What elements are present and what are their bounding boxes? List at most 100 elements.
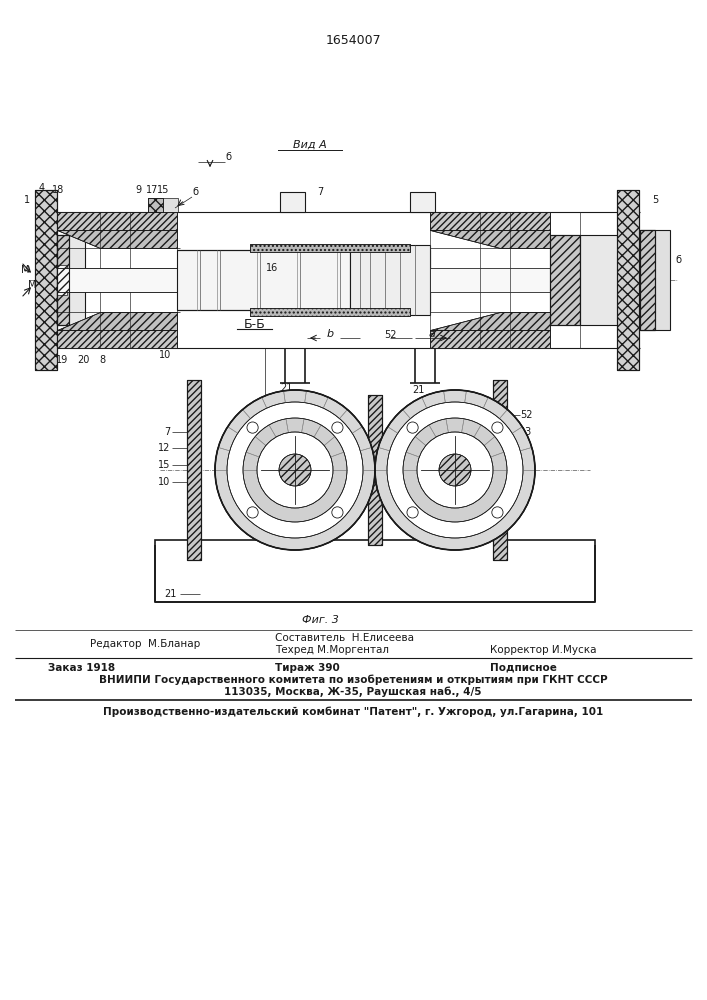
Text: Корректор И.Муска: Корректор И.Муска — [490, 645, 597, 655]
Bar — [493, 380, 507, 560]
Text: М: М — [28, 280, 36, 290]
Text: ВНИИПИ Государственного комитета по изобретениям и открытиям при ГКНТ СССР: ВНИИПИ Государственного комитета по изоб… — [99, 675, 607, 685]
Bar — [640, 230, 670, 330]
Bar — [430, 212, 550, 230]
Circle shape — [492, 422, 503, 433]
Bar — [57, 235, 69, 325]
Bar — [148, 198, 163, 212]
Bar — [35, 190, 57, 370]
Text: Подписное: Подписное — [490, 663, 557, 673]
Bar — [57, 235, 69, 325]
Text: 4: 4 — [39, 183, 45, 193]
Text: 1654007: 1654007 — [325, 33, 381, 46]
Text: 10: 10 — [159, 350, 171, 360]
Bar — [640, 230, 655, 330]
Bar — [250, 308, 410, 316]
Text: 16: 16 — [266, 263, 278, 273]
Circle shape — [279, 454, 311, 486]
Text: 21: 21 — [164, 589, 176, 599]
Text: 21: 21 — [280, 383, 292, 393]
Text: Техред М.Моргентал: Техред М.Моргентал — [275, 645, 389, 655]
Text: 21: 21 — [411, 385, 424, 395]
Text: 5: 5 — [652, 195, 658, 205]
Bar — [368, 395, 382, 545]
Bar — [57, 268, 187, 292]
Circle shape — [403, 418, 507, 522]
Text: 16: 16 — [520, 477, 532, 487]
Circle shape — [407, 422, 418, 433]
Text: Заказ 1918: Заказ 1918 — [48, 663, 115, 673]
Text: Производственно-издательский комбинат "Патент", г. Ужгород, ул.Гагарина, 101: Производственно-издательский комбинат "П… — [103, 707, 603, 717]
Circle shape — [492, 507, 503, 518]
Text: a: a — [428, 329, 436, 339]
Circle shape — [387, 402, 523, 538]
Bar — [430, 268, 630, 292]
Bar — [550, 235, 580, 325]
Text: б: б — [225, 152, 231, 162]
Bar — [617, 190, 639, 370]
Text: 9: 9 — [135, 185, 141, 195]
Polygon shape — [430, 312, 550, 330]
Text: б: б — [675, 255, 681, 265]
Text: 8: 8 — [99, 355, 105, 365]
Bar — [250, 244, 410, 252]
Polygon shape — [57, 312, 177, 330]
Text: 52: 52 — [384, 330, 396, 340]
Text: 17: 17 — [146, 185, 158, 195]
Bar — [35, 190, 57, 370]
Text: Редактор  М.Бланар: Редактор М.Бланар — [90, 639, 200, 649]
Text: 20: 20 — [77, 355, 89, 365]
Bar — [430, 330, 550, 348]
Polygon shape — [57, 230, 177, 248]
Bar — [57, 235, 85, 325]
Text: 10: 10 — [158, 477, 170, 487]
Bar — [148, 198, 163, 212]
Text: Составитель  Н.Елисеева: Составитель Н.Елисеева — [275, 633, 414, 643]
Text: 113035, Москва, Ж-35, Раушская наб., 4/5: 113035, Москва, Ж-35, Раушская наб., 4/5 — [224, 687, 481, 697]
Circle shape — [332, 507, 343, 518]
Polygon shape — [430, 230, 550, 248]
Bar — [250, 244, 410, 252]
Text: 1: 1 — [24, 195, 30, 205]
Bar — [187, 380, 201, 560]
Bar — [57, 330, 177, 348]
Text: б: б — [192, 187, 198, 197]
Circle shape — [407, 507, 418, 518]
Text: 13: 13 — [520, 427, 532, 437]
Text: 19: 19 — [56, 355, 68, 365]
Circle shape — [247, 507, 258, 518]
Bar — [350, 245, 430, 315]
Bar — [57, 212, 177, 230]
Circle shape — [417, 432, 493, 508]
Text: Фиг. 3: Фиг. 3 — [302, 615, 339, 625]
Circle shape — [332, 422, 343, 433]
Bar — [430, 330, 550, 348]
Bar — [155, 540, 595, 602]
Text: 11: 11 — [520, 460, 532, 470]
Text: 52: 52 — [520, 410, 532, 420]
Circle shape — [247, 422, 258, 433]
Bar — [280, 192, 305, 212]
Text: 15: 15 — [158, 460, 170, 470]
Bar — [430, 212, 550, 230]
Circle shape — [439, 454, 471, 486]
Bar — [493, 380, 507, 560]
Circle shape — [375, 390, 535, 550]
Text: 15: 15 — [157, 185, 169, 195]
Bar — [640, 230, 655, 330]
Bar — [57, 212, 177, 230]
Bar — [368, 395, 382, 545]
Text: Б-Б: Б-Б — [244, 318, 266, 332]
Bar — [250, 308, 410, 316]
Bar — [580, 235, 620, 325]
Text: b: b — [327, 329, 334, 339]
Bar — [57, 330, 177, 348]
Bar — [177, 250, 430, 310]
Circle shape — [243, 418, 347, 522]
Bar — [57, 265, 67, 295]
Text: Тираж 390: Тираж 390 — [275, 663, 340, 673]
Text: 12: 12 — [158, 443, 170, 453]
Text: 7: 7 — [164, 427, 170, 437]
Bar — [148, 198, 178, 212]
Text: Вид А: Вид А — [293, 140, 327, 150]
